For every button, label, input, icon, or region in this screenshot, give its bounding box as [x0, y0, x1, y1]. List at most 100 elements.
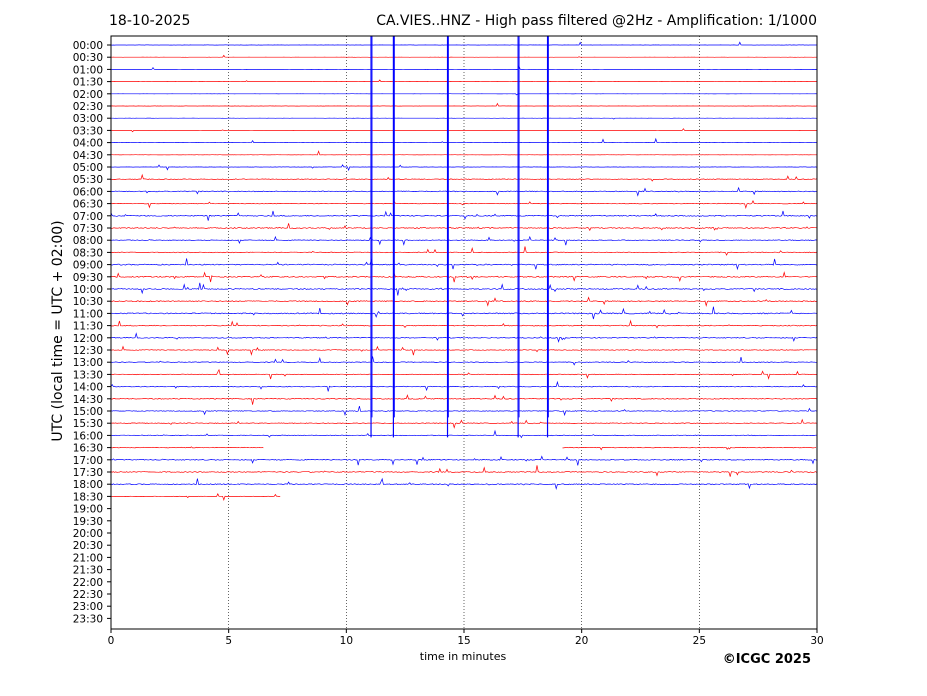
- trace-row: [110, 223, 817, 232]
- trace-row: [111, 79, 817, 83]
- chart-title: CA.VIES..HNZ - High pass filtered @2Hz -…: [376, 13, 817, 29]
- y-tick-label: 21:30: [73, 565, 103, 577]
- trace-row: [110, 296, 817, 307]
- y-tick-label: 01:00: [73, 64, 103, 76]
- y-axis-ticks: 00:0000:3001:0001:3002:0002:3003:0003:30…: [73, 40, 111, 625]
- trace-row: [111, 93, 817, 96]
- trace-row: [110, 150, 817, 156]
- y-tick-label: 18:00: [73, 479, 103, 491]
- trace-row: [110, 356, 817, 366]
- trace-row: [110, 210, 817, 221]
- trace-row: [110, 306, 817, 320]
- y-tick-label: 07:00: [73, 211, 103, 223]
- y-tick-label: 19:00: [73, 504, 103, 516]
- chart-date: 18-10-2025: [109, 13, 190, 29]
- x-tick-label: 15: [457, 635, 470, 647]
- y-tick-label: 10:30: [73, 296, 103, 308]
- y-tick-label: 23:30: [73, 613, 103, 625]
- y-tick-label: 18:30: [73, 491, 103, 503]
- trace-row: [110, 164, 817, 172]
- y-tick-label: 06:30: [73, 199, 103, 211]
- seismic-traces: [110, 41, 817, 502]
- trace-row: [110, 477, 817, 491]
- trace-row: [110, 137, 817, 144]
- y-tick-label: 15:30: [73, 418, 103, 430]
- y-tick-label: 12:30: [73, 345, 103, 357]
- trace-row: [110, 332, 817, 343]
- y-tick-label: 17:30: [73, 467, 103, 479]
- copyright: ©ICGC 2025: [723, 652, 811, 667]
- y-tick-label: 00:30: [73, 52, 103, 64]
- trace-row: [562, 446, 817, 451]
- trace-row: [110, 368, 817, 380]
- trace-row: [110, 394, 817, 405]
- y-tick-label: 01:30: [73, 77, 103, 89]
- x-tick-label: 20: [575, 635, 588, 647]
- y-tick-label: 02:00: [73, 89, 103, 101]
- trace-row: [110, 406, 817, 417]
- trace-row: [110, 429, 817, 439]
- trace-row: [110, 186, 817, 197]
- y-tick-label: 03:30: [73, 125, 103, 137]
- x-axis-label: time in minutes: [420, 650, 507, 663]
- trace-row: [110, 235, 817, 246]
- y-tick-label: 22:30: [73, 589, 103, 601]
- y-tick-label: 14:00: [73, 382, 103, 394]
- y-tick-label: 12:00: [73, 333, 103, 345]
- trace-row: [110, 418, 817, 429]
- y-tick-label: 11:30: [73, 321, 103, 333]
- y-tick-label: 08:00: [73, 235, 103, 247]
- y-tick-label: 04:30: [73, 150, 103, 162]
- y-tick-label: 09:00: [73, 260, 103, 272]
- y-tick-label: 05:30: [73, 174, 103, 186]
- trace-row: [110, 319, 817, 329]
- y-tick-label: 23:00: [73, 601, 103, 613]
- trace-row: [110, 128, 817, 133]
- y-tick-label: 13:00: [73, 357, 103, 369]
- y-tick-label: 07:30: [73, 223, 103, 235]
- y-tick-label: 14:30: [73, 394, 103, 406]
- vertical-gridlines: [228, 36, 700, 629]
- trace-row: [110, 173, 817, 182]
- x-tick-label: 0: [108, 635, 115, 647]
- y-tick-label: 13:30: [73, 369, 103, 381]
- y-axis-label: UTC (local time = UTC + 02:00): [50, 220, 66, 441]
- trace-row: [110, 271, 817, 283]
- trace-row: [111, 54, 817, 58]
- trace-row: [110, 41, 817, 46]
- y-tick-label: 11:00: [73, 308, 103, 320]
- trace-row: [110, 258, 817, 271]
- y-tick-label: 09:30: [73, 272, 103, 284]
- trace-row: [110, 282, 817, 296]
- x-tick-label: 5: [225, 635, 232, 647]
- y-tick-label: 08:30: [73, 247, 103, 259]
- x-axis-ticks: 0 5 10 15 20 25 30: [108, 629, 824, 647]
- trace-row: [110, 455, 817, 466]
- x-tick-label: 30: [810, 635, 823, 647]
- trace-row: [110, 380, 817, 392]
- y-tick-label: 22:00: [73, 577, 103, 589]
- y-tick-label: 02:30: [73, 101, 103, 113]
- trace-row: [110, 446, 264, 449]
- x-tick-label: 25: [693, 635, 706, 647]
- trace-row: [110, 345, 817, 356]
- trace-row: [110, 117, 817, 120]
- y-tick-label: 20:30: [73, 540, 103, 552]
- trace-row: [110, 465, 817, 477]
- y-tick-label: 05:00: [73, 162, 103, 174]
- y-tick-label: 21:00: [73, 552, 103, 564]
- y-tick-label: 16:00: [73, 430, 103, 442]
- trace-row: [110, 102, 817, 107]
- y-tick-label: 03:00: [73, 113, 103, 125]
- large-events: [370, 36, 549, 438]
- y-tick-label: 19:30: [73, 516, 103, 528]
- trace-row: [110, 65, 817, 70]
- y-tick-label: 20:00: [73, 528, 103, 540]
- y-tick-label: 00:00: [73, 40, 103, 52]
- x-tick-label: 10: [340, 635, 353, 647]
- y-tick-label: 15:00: [73, 406, 103, 418]
- y-tick-label: 06:00: [73, 186, 103, 198]
- y-tick-label: 16:30: [73, 443, 103, 455]
- y-tick-label: 04:00: [73, 138, 103, 150]
